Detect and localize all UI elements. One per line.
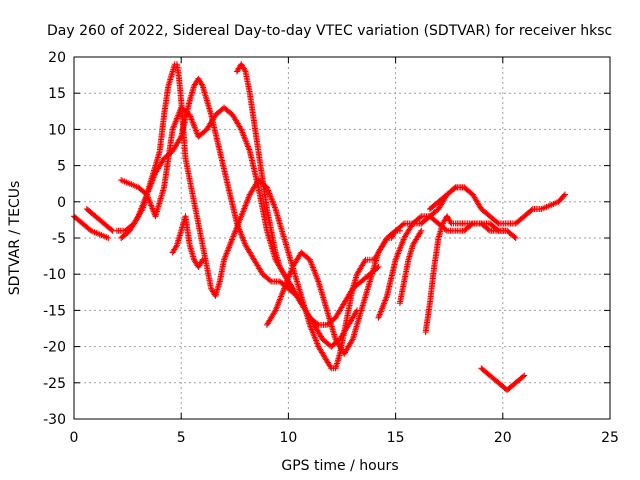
data-point — [512, 235, 519, 241]
data-point — [348, 337, 355, 344]
data-point — [485, 226, 492, 233]
data-point — [511, 233, 518, 240]
data-point — [504, 227, 511, 234]
data-point — [374, 264, 381, 271]
y-tick-label: -10 — [43, 267, 66, 283]
data-point — [267, 277, 274, 284]
series-arc-13 — [478, 365, 528, 394]
data-point — [418, 227, 425, 234]
data-point — [561, 191, 568, 198]
y-tick-label: -25 — [43, 376, 66, 392]
data-point — [198, 258, 205, 265]
series-arc-2 — [83, 206, 116, 234]
data-point — [327, 363, 334, 370]
series-arc-4 — [118, 75, 361, 350]
y-tick-label: -30 — [43, 412, 66, 428]
data-point — [108, 226, 115, 233]
x-axis-label: GPS time / hours — [281, 458, 398, 474]
data-point — [417, 229, 424, 236]
x-tick-label: 10 — [279, 430, 297, 446]
y-tick-label: -20 — [43, 340, 66, 356]
data-point — [361, 258, 368, 265]
data-marks — [71, 61, 568, 394]
data-point — [105, 235, 112, 241]
y-tick-label: 10 — [48, 122, 66, 138]
data-point — [494, 219, 501, 226]
x-tick-label: 0 — [70, 430, 79, 446]
data-point — [520, 373, 527, 380]
series-arc-11 — [422, 213, 511, 336]
data-point — [302, 307, 309, 314]
chart-title: Day 260 of 2022, Sidereal Day-to-day VTE… — [47, 23, 612, 39]
y-tick-label: 0 — [57, 195, 66, 211]
series-arc-5 — [118, 104, 382, 328]
data-point — [241, 67, 248, 74]
y-tick-label: 15 — [48, 86, 66, 102]
y-tick-label: -5 — [52, 231, 66, 247]
data-point — [451, 185, 458, 192]
data-point — [521, 372, 528, 379]
x-tick-label: 15 — [387, 430, 405, 446]
data-point — [198, 81, 205, 88]
x-tick-label: 20 — [494, 430, 512, 446]
data-point — [173, 243, 180, 250]
grid-layer — [74, 57, 610, 419]
y-tick-label: 5 — [57, 159, 66, 175]
series-arc-6 — [169, 213, 206, 270]
data-point — [177, 135, 184, 142]
series-arc-12 — [426, 184, 568, 227]
x-tick-label: 25 — [601, 430, 619, 446]
y-tick-label: -15 — [43, 303, 66, 319]
data-point — [447, 219, 454, 226]
y-axis-label: SDTVAR / TECUs — [7, 181, 23, 296]
series-arc-10 — [396, 227, 425, 307]
ticks-layer: 0 5 10 15 20 25 20 15 10 5 0 -5 -10 -15 -20 -25 -30 — [43, 50, 619, 446]
data-point — [314, 320, 321, 327]
data-point — [301, 305, 308, 312]
data-point — [199, 256, 206, 263]
series-arc-7 — [233, 61, 309, 314]
data-point — [528, 207, 535, 214]
y-tick-label: 20 — [48, 50, 66, 66]
data-point — [560, 192, 567, 199]
x-tick-label: 5 — [177, 430, 186, 446]
data-point — [399, 221, 406, 228]
data-point — [417, 214, 424, 221]
